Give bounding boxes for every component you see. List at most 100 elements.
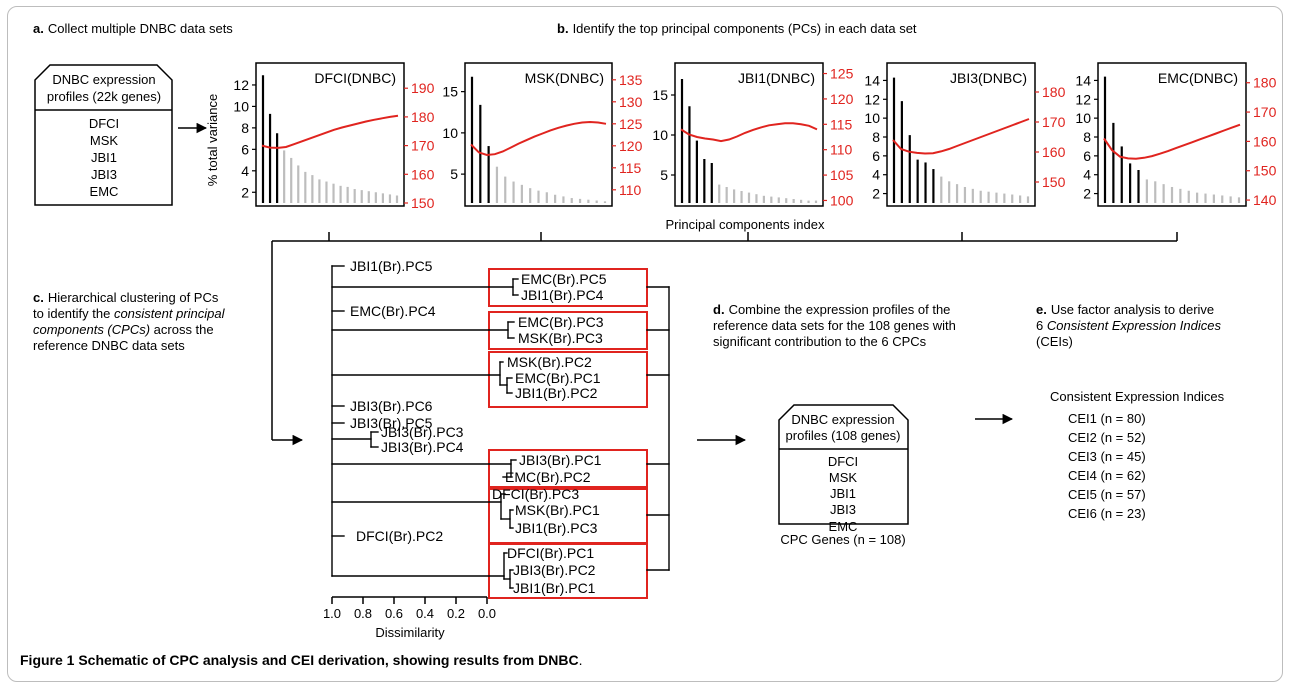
box22k-item: EMC bbox=[90, 184, 119, 199]
dendro-leaf-label: JBI1(Br).PC4 bbox=[521, 287, 604, 303]
right-tick-label: 160 bbox=[1042, 144, 1066, 160]
dendro-xtick: 0.2 bbox=[447, 606, 465, 621]
cei-title: Consistent Expression Indices bbox=[1050, 389, 1225, 404]
cpc-cluster-box bbox=[488, 449, 648, 488]
right-tick-label: 135 bbox=[619, 72, 643, 88]
left-tick-label: 10 bbox=[442, 125, 458, 141]
right-tick-label: 110 bbox=[619, 182, 642, 198]
left-tick-label: 2 bbox=[872, 186, 880, 202]
cei-list: Consistent Expression Indices CEI1 (n = … bbox=[1050, 389, 1225, 521]
chart-connector-lines bbox=[271, 232, 1178, 440]
dendro-leaf-label: DFCI(Br).PC1 bbox=[507, 545, 594, 561]
left-tick-label: 10 bbox=[233, 98, 249, 114]
left-tick-label: 15 bbox=[442, 84, 458, 100]
left-tick-label: 14 bbox=[1075, 72, 1091, 88]
panel-a-heading: a. Collect multiple DNBC data sets bbox=[33, 21, 233, 36]
box108-item: DFCI bbox=[828, 454, 858, 469]
right-tick-label: 170 bbox=[411, 138, 435, 154]
box22k-item: MSK bbox=[90, 133, 119, 148]
cei-item: CEI6 (n = 23) bbox=[1068, 506, 1146, 521]
expression-profiles-22k-box: DNBC expression profiles (22k genes) DFC… bbox=[34, 64, 173, 206]
right-tick-label: 125 bbox=[830, 66, 854, 82]
left-tick-label: 8 bbox=[241, 120, 249, 136]
dendro-leaf-label: EMC(Br).PC5 bbox=[521, 271, 607, 287]
left-tick-label: 4 bbox=[1083, 167, 1091, 183]
panel-e-line3: (CEIs) bbox=[1036, 334, 1073, 349]
left-tick-label: 5 bbox=[450, 166, 458, 182]
pc-chart: DFCI(DNBC) 2 4 6 8 10 12 150 160 170 180 190 bbox=[233, 62, 435, 211]
left-tick-label: 4 bbox=[241, 163, 249, 179]
dendro-leaf-label: JBI1(Br).PC2 bbox=[515, 385, 598, 401]
cumulative-curve bbox=[261, 114, 399, 149]
pc-chart-frame bbox=[886, 62, 1036, 207]
pc-chart-frame bbox=[674, 62, 824, 207]
panel-e-line2b: Consistent Expression Indices bbox=[1047, 318, 1222, 333]
dendro-leaf-label: JBI3(Br).PC1 bbox=[519, 452, 602, 468]
dendro-leaf-label: EMC(Br).PC2 bbox=[505, 469, 591, 485]
left-tick-label: 14 bbox=[864, 72, 880, 88]
cumulative-curve bbox=[1103, 123, 1241, 160]
left-tick-label: 10 bbox=[864, 110, 880, 126]
pc-chart-title: EMC(DNBC) bbox=[1158, 70, 1238, 86]
right-tick-label: 170 bbox=[1253, 104, 1277, 120]
cumulative-curve bbox=[470, 120, 607, 157]
svg-text:c.Hierarchical clustering of P: c. Hierarchical clustering of PCs bbox=[33, 290, 219, 305]
right-tick-label: 110 bbox=[830, 142, 853, 158]
dendro-leaf-label: DFCI(Br).PC3 bbox=[492, 486, 579, 502]
left-tick-label: 10 bbox=[1075, 110, 1091, 126]
panel-e-line2a: 6 bbox=[1036, 318, 1047, 333]
dendro-leaf-label: MSK(Br).PC2 bbox=[507, 354, 592, 370]
figure-caption: Figure 1 Schematic of CPC analysis and C… bbox=[20, 652, 582, 668]
right-tick-label: 180 bbox=[1253, 75, 1277, 91]
dendrogram: JBI1(Br).PC5EMC(Br).PC4JBI3(Br).PC6JBI3(… bbox=[331, 258, 670, 599]
dendro-leaf-label: JBI1(Br).PC3 bbox=[515, 520, 598, 536]
dendro-xtick: 0.0 bbox=[478, 606, 496, 621]
right-tick-label: 115 bbox=[830, 116, 853, 132]
left-tick-label: 10 bbox=[652, 127, 668, 143]
dendro-xtick: 0.6 bbox=[385, 606, 403, 621]
panel-b-letter: b. bbox=[557, 21, 569, 36]
dendro-leaf-label: JBI1(Br).PC5 bbox=[350, 258, 433, 274]
box22k-item: DFCI bbox=[89, 116, 119, 131]
right-tick-label: 120 bbox=[830, 91, 854, 107]
right-tick-label: 180 bbox=[411, 109, 435, 125]
dendro-leaf-label: JBI3(Br).PC3 bbox=[381, 424, 464, 440]
dendro-leaf-label: MSK(Br).PC1 bbox=[515, 502, 600, 518]
pc-chart: JBI1(DNBC) 5 10 15 100 105 110 115 120 125 bbox=[652, 62, 854, 208]
panel-a-letter: a. bbox=[33, 21, 44, 36]
panel-c-line1: Hierarchical clustering of PCs bbox=[48, 290, 219, 305]
svg-text:6 Consistent Expression Indice: 6 Consistent Expression Indices bbox=[1036, 318, 1221, 333]
box108-item: JBI3 bbox=[830, 502, 856, 517]
box108-title-line2: profiles (108 genes) bbox=[786, 428, 901, 443]
pc-charts: DFCI(DNBC) 2 4 6 8 10 12 150 160 170 180 190 MSK(DNB… bbox=[233, 62, 1277, 211]
panel-e-line1: Use factor analysis to derive bbox=[1051, 302, 1214, 317]
pc-chart-title: MSK(DNBC) bbox=[525, 70, 604, 86]
box22k-title-line1: DNBC expression bbox=[52, 72, 155, 87]
left-tick-label: 8 bbox=[1083, 129, 1091, 145]
pc-chart-title: JBI3(DNBC) bbox=[950, 70, 1027, 86]
cei-item: CEI2 (n = 52) bbox=[1068, 430, 1146, 445]
panel-d-line2: reference data sets for the 108 genes wi… bbox=[713, 318, 956, 333]
right-tick-label: 125 bbox=[619, 116, 643, 132]
cumulative-curve bbox=[892, 118, 1030, 155]
right-tick-label: 150 bbox=[1042, 174, 1066, 190]
right-tick-label: 140 bbox=[1253, 192, 1277, 208]
cumulative-curve bbox=[680, 122, 818, 143]
y-axis-label-variance: % total variance bbox=[205, 94, 220, 187]
svg-text:to identify the consistent pri: to identify the consistent principal bbox=[33, 306, 226, 321]
left-tick-label: 6 bbox=[872, 148, 880, 164]
x-axis-label-pc-index: Principal components index bbox=[666, 217, 825, 232]
right-tick-label: 150 bbox=[411, 195, 435, 211]
dendro-leaf-label: JBI3(Br).PC5 bbox=[350, 415, 433, 431]
cei-item: CEI4 (n = 62) bbox=[1068, 468, 1146, 483]
expression-profiles-108-box: DNBC expression profiles (108 genes) DFC… bbox=[778, 404, 909, 547]
left-tick-label: 12 bbox=[864, 91, 880, 107]
right-tick-label: 160 bbox=[411, 166, 435, 182]
left-tick-label: 12 bbox=[1075, 91, 1091, 107]
pc-chart-title: DFCI(DNBC) bbox=[314, 70, 396, 86]
box22k-item: JBI3 bbox=[91, 167, 117, 182]
pc-chart: JBI3(DNBC) 2 4 6 8 10 12 14 150 160 170 180 bbox=[864, 62, 1066, 207]
panel-c-line3b: across the bbox=[150, 322, 214, 337]
dendro-leaf-label: JBI1(Br).PC1 bbox=[513, 580, 596, 596]
